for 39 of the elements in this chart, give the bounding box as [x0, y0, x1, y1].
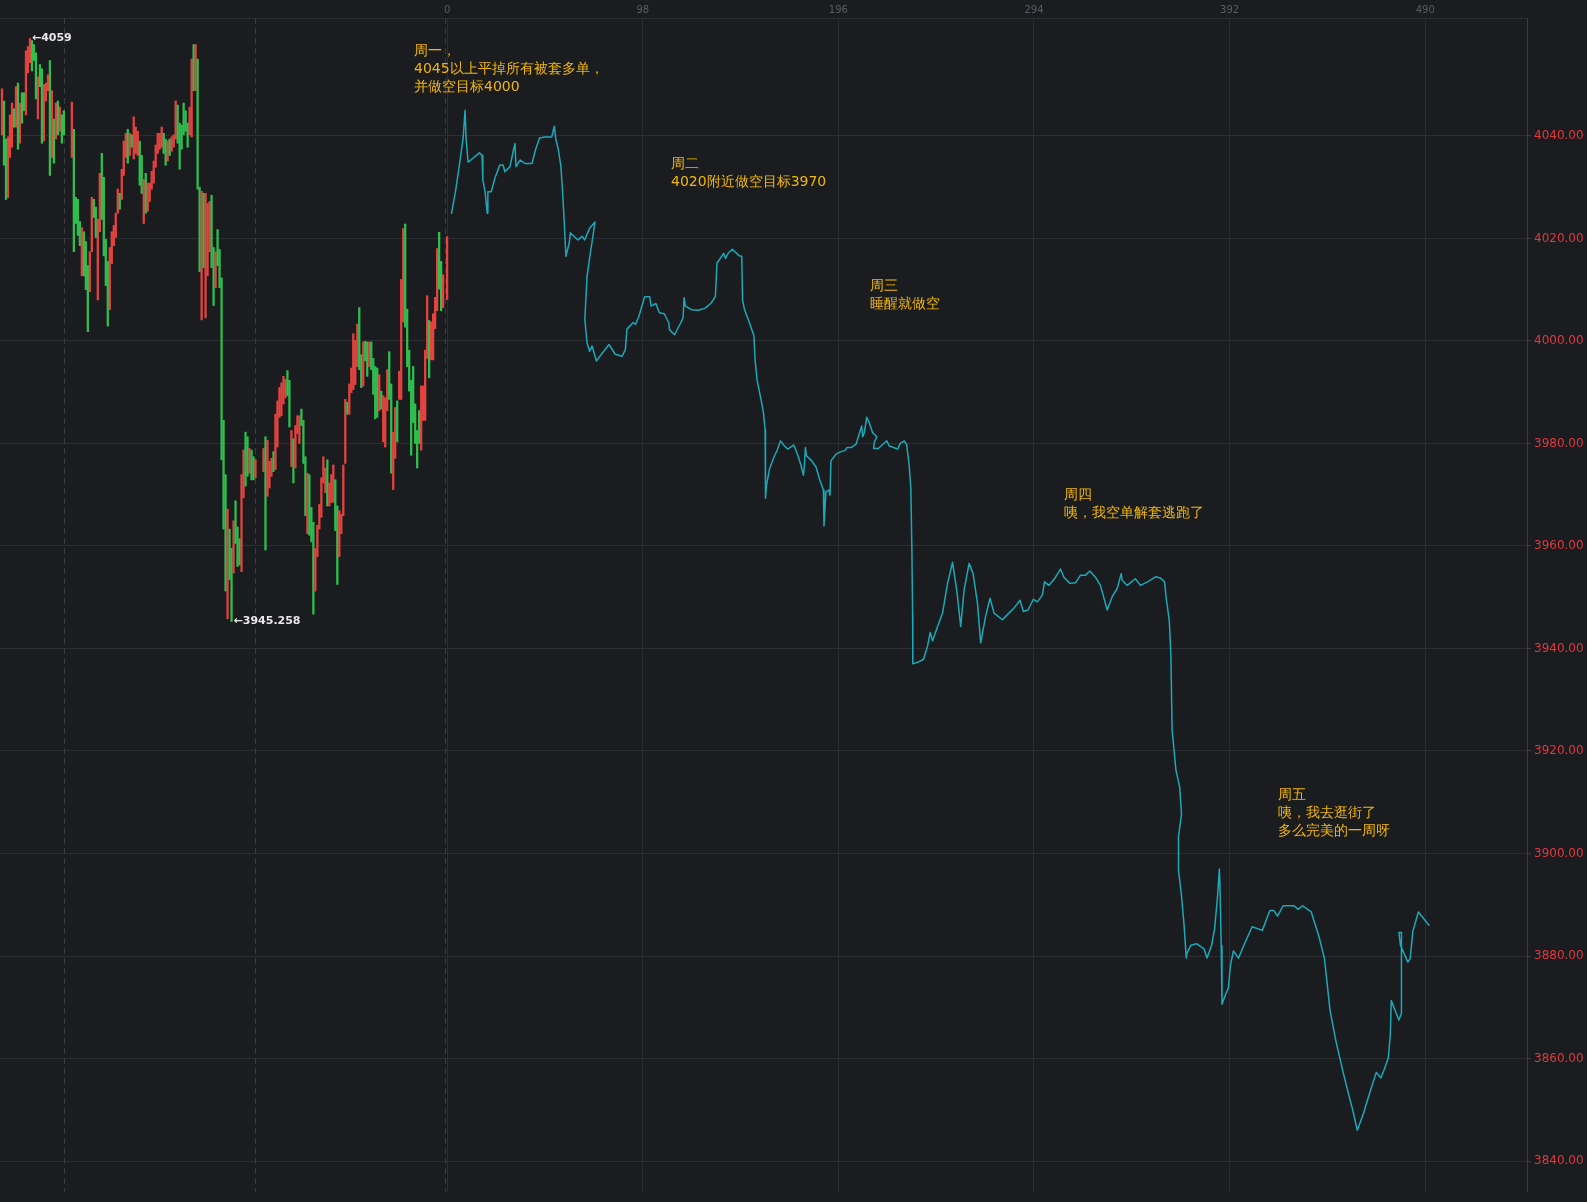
candlestick: [132, 116, 135, 160]
candlestick: [70, 101, 73, 158]
y-tick-label: 3860.00: [1534, 1050, 1584, 1065]
annotation: 多么完美的一周呀: [1278, 821, 1390, 838]
annotation: 4045以上平掉所有被套多单，: [414, 59, 604, 76]
text: ←3945.258: [233, 614, 301, 628]
y-tick-label: 3980.00: [1534, 435, 1584, 450]
candlestick: [396, 400, 399, 443]
annotation: 睡醒就做空: [870, 294, 940, 311]
text: ←4059: [31, 31, 72, 45]
y-tick-label: 3920.00: [1534, 743, 1584, 758]
y-tick-label: 3880.00: [1534, 948, 1584, 963]
candlestick: [16, 82, 20, 150]
annotation: 周二: [671, 154, 699, 171]
y-tick-label: 4000.00: [1534, 333, 1584, 348]
candlestick: [190, 58, 193, 138]
x-tick-label: 98: [636, 3, 650, 15]
y-tick-label: 3900.00: [1534, 845, 1584, 860]
x-tick-label: 0: [443, 3, 451, 15]
x-tick-label: 490: [1415, 3, 1435, 15]
y-tick-label: 3940.00: [1534, 640, 1584, 655]
x-tick-label: 196: [828, 3, 848, 15]
x-tick-label: 392: [1220, 3, 1240, 15]
annotation: 周一，: [414, 41, 456, 58]
candlestick: [48, 60, 52, 176]
annotation: 咦，我去逛街了: [1278, 803, 1376, 820]
annotation: 周五: [1278, 785, 1306, 802]
y-tick-label: 3840.00: [1534, 1153, 1584, 1168]
annotation: 咦，我空单解套逃跑了: [1064, 503, 1204, 520]
annotation: 周三: [870, 276, 898, 293]
x-tick-label: 294: [1024, 3, 1044, 15]
y-tick-label: 4020.00: [1534, 230, 1584, 245]
annotation: 周四: [1064, 485, 1092, 502]
annotation: 并做空目标4000: [414, 77, 520, 94]
annotation: 4020附近做空目标3970: [671, 172, 827, 189]
candlestick: [62, 110, 66, 136]
candlestick: [40, 68, 44, 144]
y-tick-label: 4040.00: [1534, 128, 1584, 143]
y-tick-label: 3960.00: [1534, 538, 1584, 553]
